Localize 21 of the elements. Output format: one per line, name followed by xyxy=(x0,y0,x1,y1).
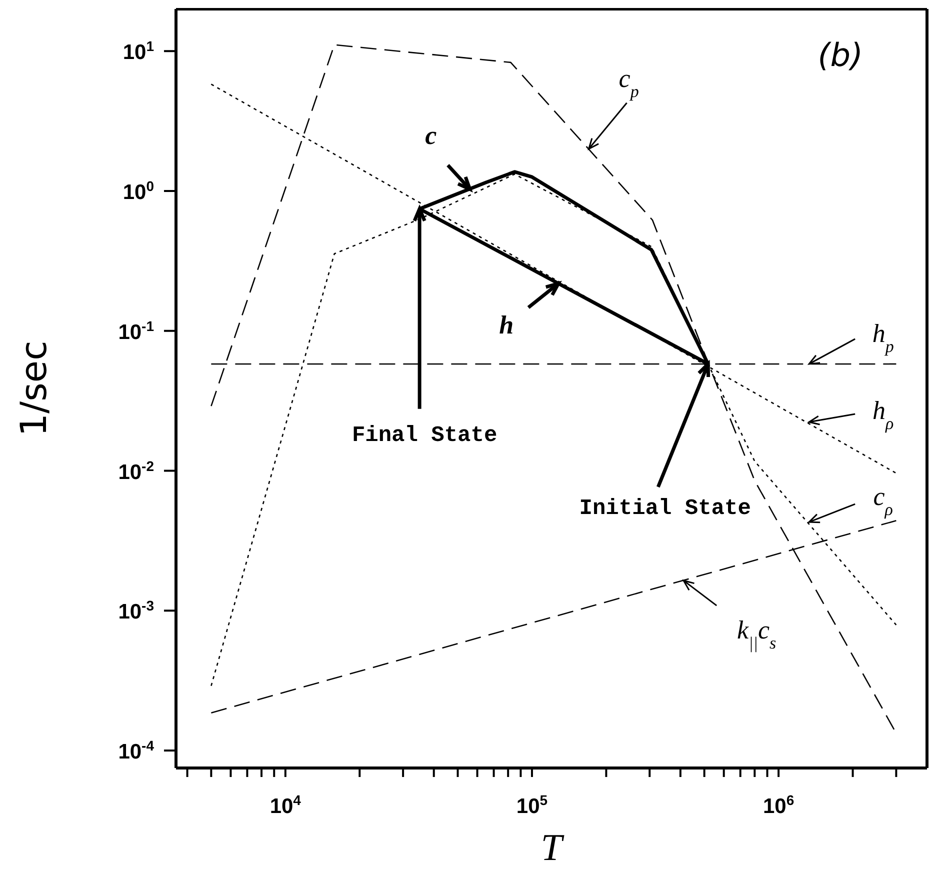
annotation: c$_{p}$ xyxy=(618,64,639,100)
y-tick-label: 10$^{-1}$ xyxy=(118,318,154,344)
y-tick-label: 10$^{0}$ xyxy=(122,178,154,204)
x-tick-label: 10$^{6}$ xyxy=(762,792,794,818)
annotation: h$_{p}$ xyxy=(872,318,894,356)
y-axis-title: 1/sec xyxy=(14,340,55,436)
x-tick-label: 10$^{4}$ xyxy=(270,792,302,818)
annotation: k$_{||}$c$_{s}$ xyxy=(737,616,777,652)
annotation: Final State xyxy=(352,422,498,448)
y-tick-label: 10$^{-3}$ xyxy=(118,598,154,624)
annotation: h$_{ρ}$ xyxy=(872,396,894,433)
x-tick-label: 10$^{5}$ xyxy=(516,792,548,818)
annotation: Initial State xyxy=(579,496,751,521)
y-tick-label: 10$^{1}$ xyxy=(122,38,154,64)
y-tick-label: 10$^{-2}$ xyxy=(118,458,154,484)
annotation: h xyxy=(499,310,514,340)
annotation: c xyxy=(425,121,438,150)
annotation: (b) xyxy=(818,36,863,74)
x-axis-title: T xyxy=(540,827,565,869)
annotation: c$_{ρ}$ xyxy=(873,482,893,519)
y-tick-label: 10$^{-4}$ xyxy=(118,738,154,764)
